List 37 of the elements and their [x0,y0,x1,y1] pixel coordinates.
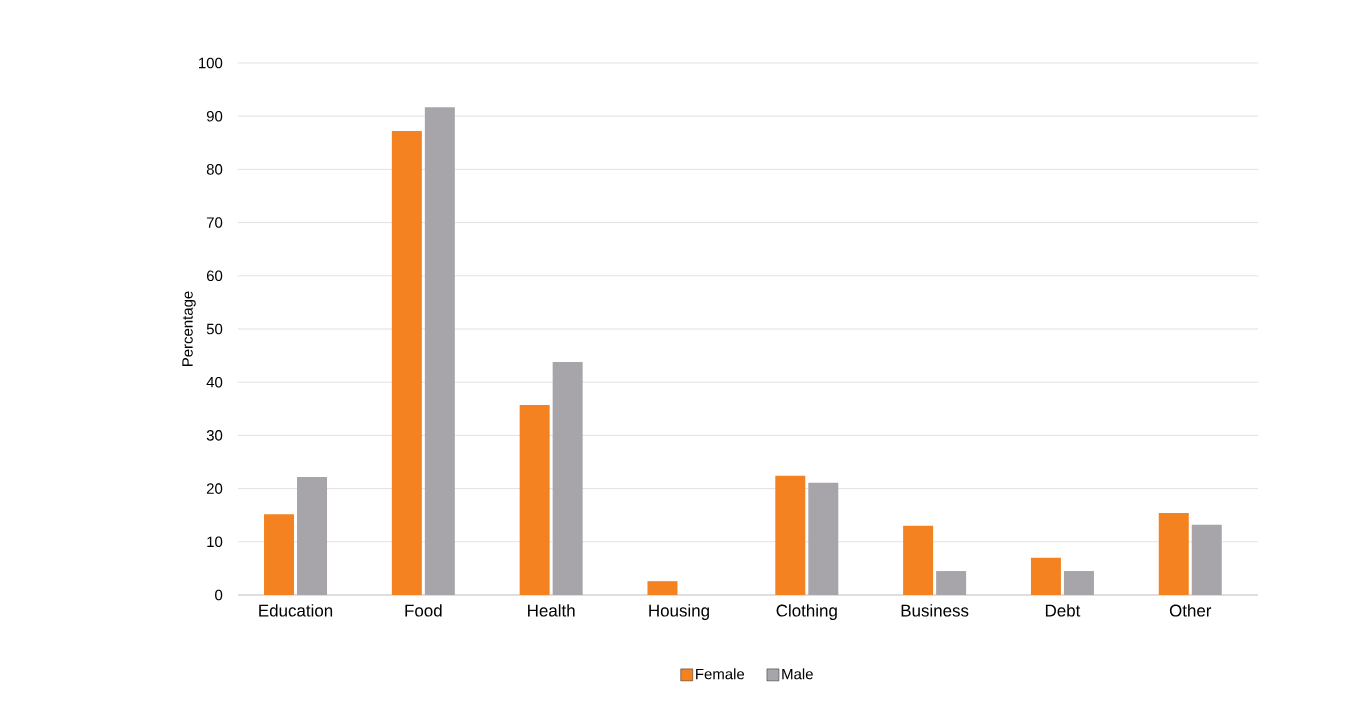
bar [391,131,422,595]
legend-label: Female [696,668,745,680]
x-tick-label: Food [405,604,442,617]
x-tick-label: Housing [649,604,709,620]
bar [1158,513,1189,595]
legend-label: Male [782,668,813,680]
y-tick-label: 50 [206,323,223,335]
x-tick-label: Debt [1045,604,1081,617]
bar [775,475,806,595]
bar [936,571,967,595]
y-tick-label: 90 [206,110,223,122]
y-axis-title: Percentage [182,291,196,366]
y-tick-label: 70 [206,217,223,228]
bar [903,525,934,595]
bar [647,581,678,595]
bar [1191,524,1222,595]
y-tick-label: 20 [206,483,223,494]
y-tick-label: 100 [199,57,223,69]
bar [552,361,583,595]
bar [297,476,328,595]
bar [808,482,839,595]
x-tick-label: Health [528,604,575,617]
x-tick-label: Clothing [776,604,837,620]
bar [1030,557,1061,595]
bar [264,514,295,595]
y-tick-label: 40 [206,376,223,388]
y-tick-label: 0 [215,589,223,601]
y-tick-label: 30 [206,430,223,441]
y-tick-label: 60 [206,270,223,282]
y-tick-label: 10 [207,536,223,548]
y-tick-label: 80 [206,164,223,175]
bar [424,107,455,595]
x-tick-label: Education [259,604,333,617]
bar [1063,571,1094,595]
x-tick-label: Business [901,604,969,617]
bar [519,405,550,595]
x-tick-label: Other [1169,604,1212,617]
